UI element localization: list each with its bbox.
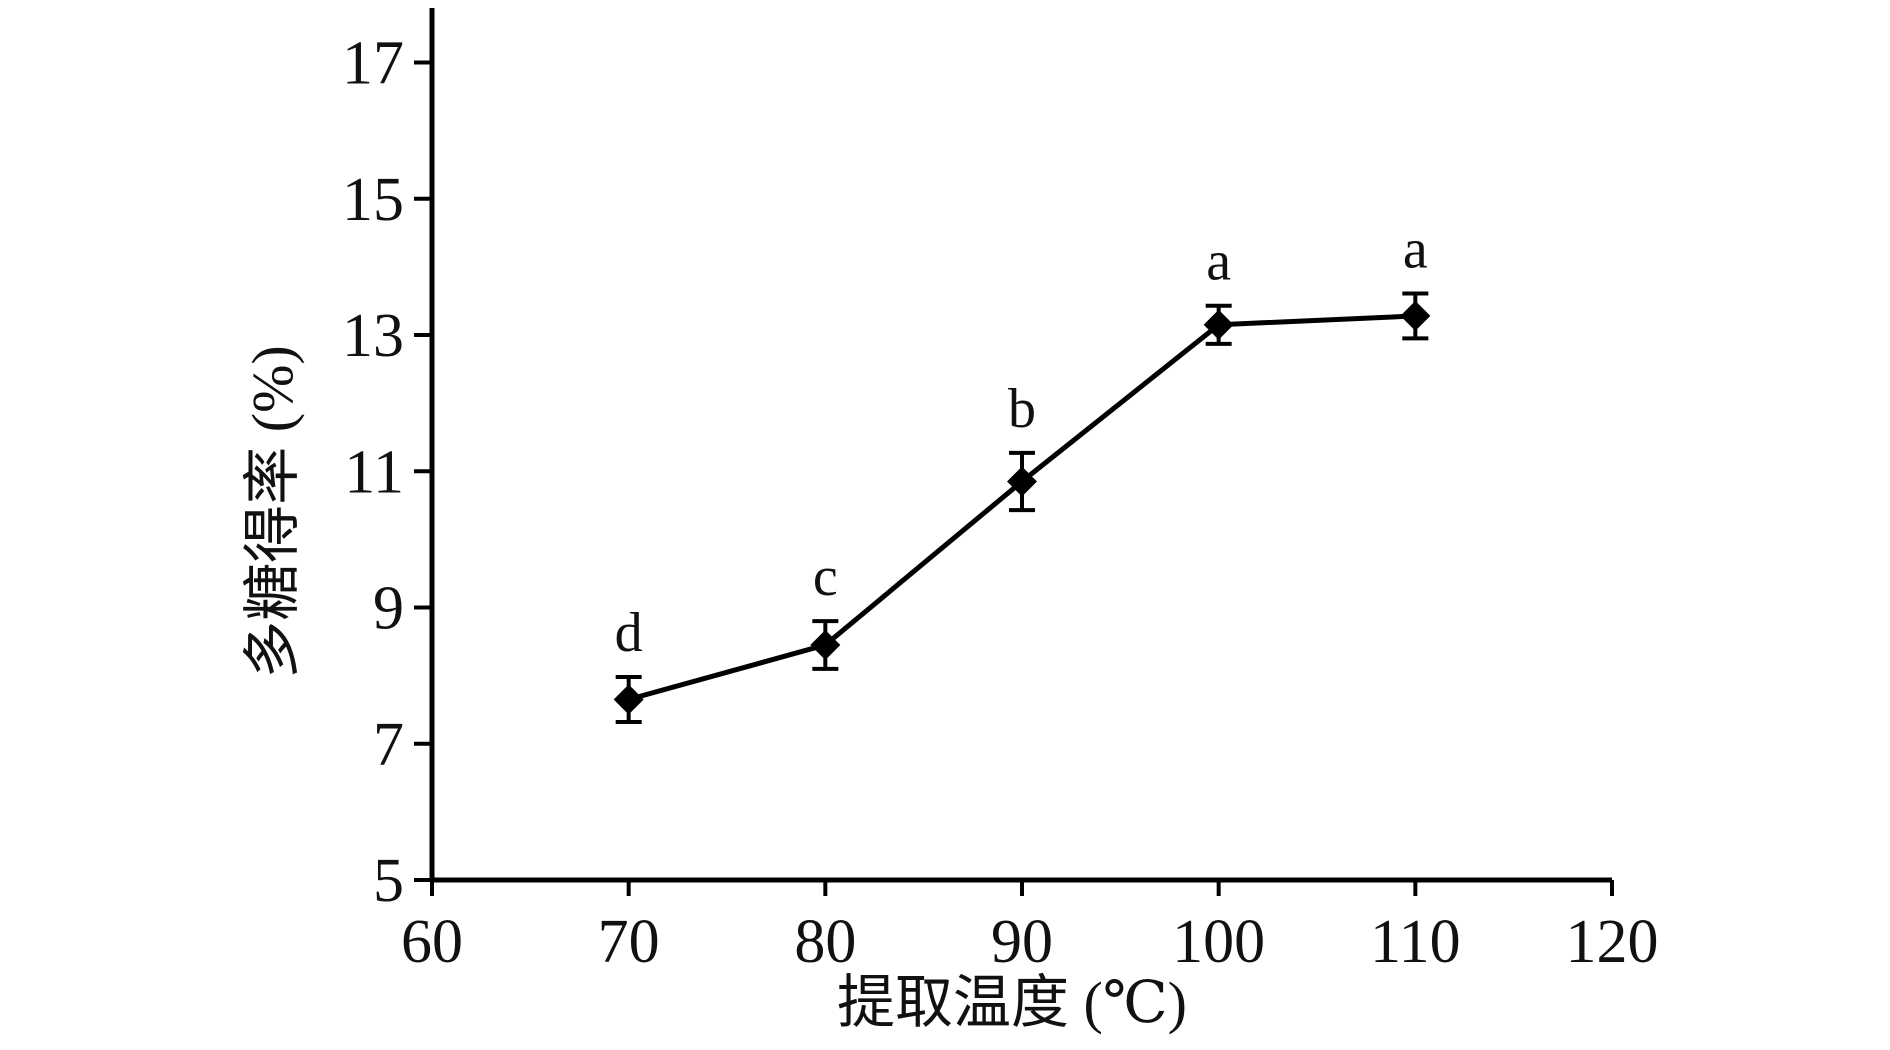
data-series: [613, 291, 1431, 724]
significance-label: b: [1008, 378, 1036, 440]
y-tick-label: 17: [342, 30, 404, 98]
data-point-marker: [1203, 309, 1234, 340]
x-tick-label: 60: [401, 908, 463, 976]
y-tick-label: 9: [373, 575, 404, 643]
y-tick-label: 13: [342, 302, 404, 370]
x-axis-title: 提取温度 (℃): [837, 970, 1187, 1035]
tick-marks: [414, 60, 1614, 896]
y-axis-title: 多糖得率 (%): [240, 345, 305, 678]
y-tick-label: 7: [373, 711, 404, 779]
data-point-marker: [1400, 300, 1431, 331]
y-tick-label: 15: [342, 166, 404, 234]
significance-label: a: [1403, 218, 1428, 280]
data-point-marker: [1007, 466, 1037, 497]
significance-label: c: [813, 546, 838, 608]
significance-label: a: [1206, 231, 1231, 293]
x-tick-label: 110: [1370, 908, 1461, 976]
x-tick-label: 80: [794, 908, 856, 976]
y-tick-label: 5: [373, 847, 404, 915]
text-labels: 提取温度 (℃) 多糖得率 (%) 60 70 80 90 100 110 120 5 7 9 11…: [240, 30, 1659, 1036]
x-tick-label: 120: [1566, 908, 1659, 976]
data-point-marker: [613, 684, 644, 715]
data-point-marker: [810, 629, 841, 660]
y-tick-label: 11: [344, 438, 404, 506]
significance-label: d: [615, 602, 643, 664]
x-tick-label: 90: [991, 908, 1053, 976]
x-tick-label: 70: [598, 908, 660, 976]
x-tick-label: 100: [1172, 908, 1265, 976]
axes: [429, 8, 1612, 883]
